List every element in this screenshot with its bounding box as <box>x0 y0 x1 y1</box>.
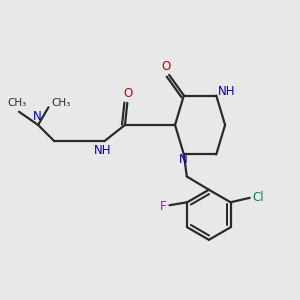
Text: F: F <box>160 200 166 213</box>
Text: O: O <box>123 87 133 100</box>
Text: O: O <box>161 60 170 73</box>
Text: CH₃: CH₃ <box>51 98 70 108</box>
Text: N: N <box>179 153 188 166</box>
Text: NH: NH <box>218 85 235 98</box>
Text: NH: NH <box>94 144 112 157</box>
Text: CH₃: CH₃ <box>7 98 26 109</box>
Text: Cl: Cl <box>252 191 264 204</box>
Text: N: N <box>33 110 42 123</box>
